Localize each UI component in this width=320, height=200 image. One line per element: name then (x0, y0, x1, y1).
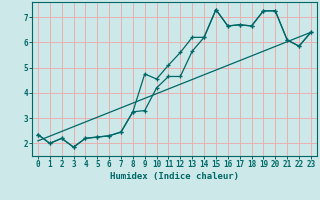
X-axis label: Humidex (Indice chaleur): Humidex (Indice chaleur) (110, 172, 239, 181)
